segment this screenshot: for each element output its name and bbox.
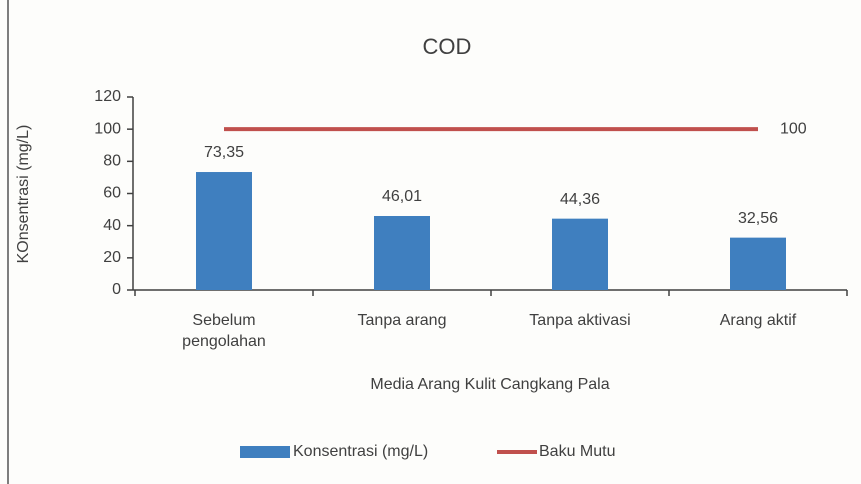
y-axis-label: KOnsentrasi (mg/L) xyxy=(15,125,32,264)
y-tick-label: 60 xyxy=(103,185,121,202)
x-tick-label: Tanpa arang xyxy=(357,312,447,329)
x-tick-label: Tanpa aktivasi xyxy=(529,312,631,329)
y-tick-label: 100 xyxy=(94,120,121,137)
legend-label: Baku Mutu xyxy=(539,443,615,460)
chart-title: COD xyxy=(423,34,472,59)
legend-label: Konsentrasi (mg/L) xyxy=(293,443,428,460)
y-tick-label: 20 xyxy=(103,249,121,266)
y-tick-label: 40 xyxy=(103,217,121,234)
x-tick-label: Arang aktif xyxy=(719,312,797,329)
bar xyxy=(374,216,430,290)
data-label: 44,36 xyxy=(560,191,600,208)
y-tick-label: 0 xyxy=(112,281,121,298)
bar xyxy=(196,172,252,290)
x-tick-label: Sebelum pengolahan xyxy=(182,312,266,350)
bar xyxy=(730,237,786,290)
y-tick-label: 120 xyxy=(94,88,121,105)
data-label: 32,56 xyxy=(738,210,778,227)
x-axis-label: Media Arang Kulit Cangkang Pala xyxy=(370,376,609,393)
data-label: 46,01 xyxy=(382,188,422,205)
bar xyxy=(552,218,608,290)
data-label: 100 xyxy=(780,120,807,137)
legend-swatch xyxy=(240,446,290,458)
data-label: 73,35 xyxy=(204,144,244,161)
y-tick-label: 80 xyxy=(103,153,121,170)
